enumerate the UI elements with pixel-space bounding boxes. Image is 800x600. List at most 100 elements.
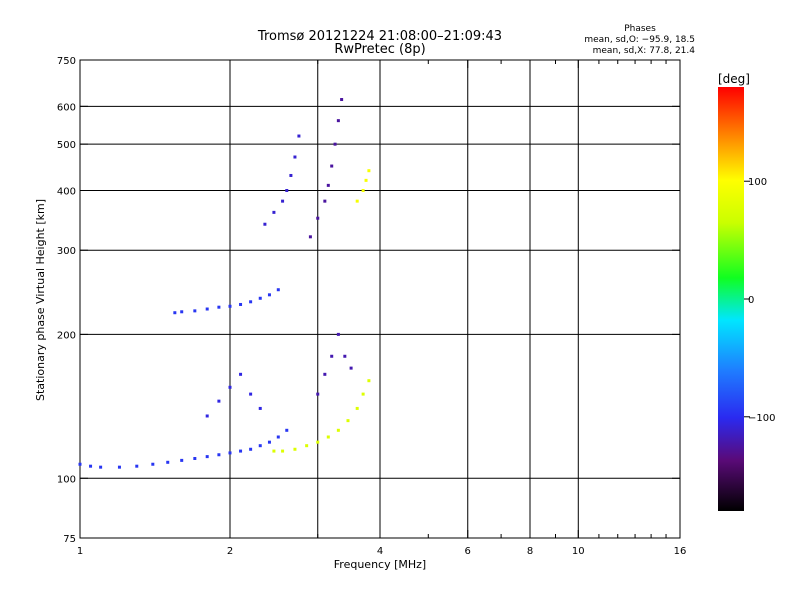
data-point (355, 199, 359, 203)
data-point (228, 385, 232, 389)
data-point (343, 354, 347, 358)
data-point (228, 304, 232, 308)
data-point (308, 235, 312, 239)
data-point (78, 462, 82, 466)
x-tick-label: 2 (227, 546, 233, 557)
data-point (349, 366, 353, 370)
data-point (297, 134, 301, 138)
data-points (78, 98, 371, 469)
data-point (367, 379, 371, 383)
data-point (239, 372, 243, 376)
data-point (217, 453, 221, 457)
data-point (336, 428, 340, 432)
data-point (217, 399, 221, 403)
grid-lines (80, 60, 680, 538)
data-point (361, 188, 365, 192)
data-point (267, 293, 271, 297)
data-point (326, 435, 330, 439)
data-point (166, 460, 170, 464)
data-point (205, 414, 209, 418)
data-point (258, 406, 262, 410)
x-tick-label: 16 (674, 546, 687, 557)
data-point (272, 449, 276, 453)
colorbar-tick-label: 0 (748, 295, 754, 306)
data-point (323, 199, 327, 203)
y-tick-label: 400 (57, 186, 76, 197)
y-tick-label: 75 (63, 534, 76, 545)
y-tick-label: 200 (57, 330, 76, 341)
data-point (89, 464, 93, 468)
data-point (272, 210, 276, 214)
phases-mean-o: mean, sd,O: −95.9, 18.5 (584, 35, 695, 45)
data-point (285, 188, 289, 192)
data-point (293, 155, 297, 159)
data-point (217, 305, 221, 309)
data-point (323, 372, 327, 376)
phases-title: Phases (624, 24, 656, 34)
data-point (326, 183, 330, 187)
data-point (117, 465, 121, 469)
data-point (293, 447, 297, 451)
data-point (228, 451, 232, 455)
data-point (193, 456, 197, 460)
x-tick-label: 1 (77, 546, 83, 557)
y-tick-label: 600 (57, 102, 76, 113)
data-point (258, 444, 262, 448)
colorbar-label: [deg] (718, 72, 750, 86)
data-point (249, 300, 253, 304)
data-point (258, 296, 262, 300)
data-point (205, 307, 209, 311)
colorbar (718, 87, 744, 511)
x-tick-label: 4 (377, 546, 383, 557)
x-axis-label: Frequency [MHz] (334, 558, 426, 571)
data-point (205, 455, 209, 459)
x-tick-label: 8 (527, 546, 533, 557)
phases-mean-x: mean, sd,X: 77.8, 21.4 (593, 46, 696, 56)
data-point (333, 142, 337, 146)
data-point (151, 462, 155, 466)
colorbar-tick-label: −100 (748, 413, 775, 424)
data-point (173, 311, 177, 315)
x-tick-label: 6 (465, 546, 471, 557)
data-point (367, 169, 371, 173)
data-point (289, 173, 293, 177)
data-point (281, 199, 285, 203)
x-tick-label: 10 (572, 546, 585, 557)
y-axis-label: Stationary phase Virtual Height [km] (34, 199, 47, 401)
x-axis-ticks: 1 2 4 6 8 10 16 (77, 60, 687, 557)
data-point (336, 332, 340, 336)
y-tick-label: 500 (57, 140, 76, 151)
data-point (361, 392, 365, 396)
data-point (330, 164, 334, 168)
data-point (346, 419, 350, 423)
data-point (239, 302, 243, 306)
y-axis-ticks: 75 100 200 300 400 500 600 750 (57, 56, 680, 545)
data-point (276, 288, 280, 292)
data-point (355, 406, 359, 410)
data-point (316, 216, 320, 220)
data-point (281, 449, 285, 453)
data-point (180, 310, 184, 314)
data-point (249, 392, 253, 396)
data-point (316, 392, 320, 396)
data-point (267, 440, 271, 444)
data-point (316, 440, 320, 444)
data-point (336, 119, 340, 123)
y-tick-label: 300 (57, 246, 76, 257)
data-point (135, 464, 139, 468)
chart-title: Tromsø 20121224 21:08:00–21:09:43 (257, 29, 502, 44)
data-point (285, 428, 289, 432)
data-point (193, 309, 197, 313)
data-point (239, 449, 243, 453)
data-point (263, 222, 267, 226)
data-point (180, 458, 184, 462)
data-point (99, 465, 103, 469)
data-point (276, 435, 280, 439)
colorbar-tick-label: 100 (748, 177, 767, 188)
data-point (340, 98, 344, 102)
data-point (305, 444, 309, 448)
data-point (364, 178, 368, 182)
data-point (330, 354, 334, 358)
